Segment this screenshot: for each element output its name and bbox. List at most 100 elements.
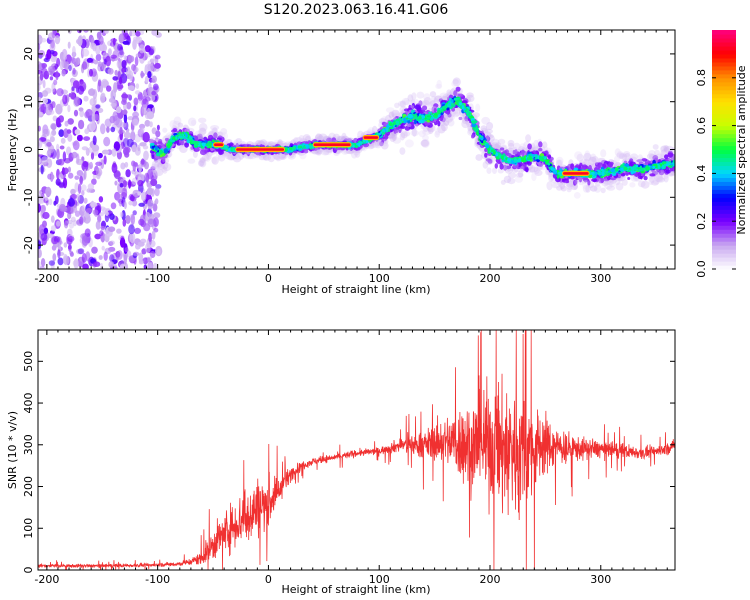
spectral-blob	[404, 100, 412, 106]
noise-blob	[147, 218, 155, 228]
spectral-blob	[272, 153, 282, 160]
noise-blob	[137, 179, 144, 187]
spectral-blob	[538, 148, 543, 152]
spectral-blob	[604, 182, 613, 190]
noise-blob	[76, 193, 81, 202]
noise-blob	[81, 204, 86, 212]
spectral-blob	[590, 185, 598, 192]
noise-blob	[128, 55, 135, 63]
noise-blob	[50, 225, 57, 232]
noise-blob	[62, 94, 68, 105]
noise-blob	[145, 172, 149, 184]
spectral-blob	[255, 140, 261, 146]
noise-blob	[123, 113, 128, 124]
noise-blob	[113, 171, 121, 178]
noise-blob	[130, 129, 135, 141]
noise-blob	[154, 198, 159, 205]
noise-blob	[138, 163, 142, 173]
spectral-blob	[321, 149, 330, 156]
spectral-blob	[211, 156, 219, 165]
spectral-blob	[519, 143, 526, 151]
noise-blob	[68, 243, 72, 252]
noise-blob	[38, 42, 41, 52]
spectral-blob	[475, 103, 481, 112]
noise-blob	[52, 253, 57, 262]
noise-blob	[82, 161, 89, 168]
noise-blob	[126, 138, 134, 148]
spectral-blob	[423, 93, 431, 102]
spectral-blob	[503, 164, 508, 171]
noise-blob	[100, 159, 105, 170]
noise-blob	[75, 158, 83, 166]
noise-blob	[92, 261, 101, 268]
spectral-blob	[531, 172, 537, 182]
spectral-blob	[225, 153, 234, 160]
noise-blob	[132, 189, 140, 198]
spectral-blob	[379, 141, 384, 147]
noise-blob	[121, 187, 128, 198]
noise-blob	[107, 48, 112, 56]
noise-blob	[67, 198, 75, 207]
noise-blob	[51, 30, 56, 39]
spectral-blob	[151, 163, 160, 169]
noise-blob	[138, 218, 145, 226]
noise-blob	[67, 133, 73, 142]
noise-blob	[110, 102, 117, 107]
noise-blob	[104, 30, 109, 34]
noise-blob	[73, 96, 81, 107]
noise-blob	[64, 120, 69, 127]
spectral-blob	[499, 147, 505, 151]
noise-blob	[95, 161, 103, 166]
noise-blob	[73, 58, 79, 68]
spectral-blob	[590, 153, 597, 163]
spectral-blob	[213, 132, 218, 139]
noise-blob	[132, 210, 137, 216]
noise-blob	[38, 203, 41, 213]
noise-blob	[146, 187, 154, 196]
noise-blob	[99, 212, 104, 217]
noise-blob	[94, 233, 102, 240]
spectral-blob	[316, 149, 322, 156]
spectral-blob	[608, 161, 614, 166]
spectral-blob	[154, 167, 161, 177]
spectral-blob	[614, 155, 620, 163]
noise-blob	[91, 144, 100, 152]
spectral-blob	[447, 118, 455, 127]
spectral-blob	[172, 128, 178, 132]
spectral-blob	[388, 111, 395, 118]
spectral-blob	[394, 130, 399, 134]
spectral-blob	[401, 97, 410, 105]
noise-blob	[51, 236, 59, 245]
noise-blob	[91, 246, 98, 254]
noise-blob	[100, 262, 104, 269]
noise-blob	[50, 54, 58, 63]
spectral-blob	[404, 139, 414, 148]
spectral-blob	[420, 139, 429, 147]
noise-blob	[116, 60, 120, 68]
noise-blob	[123, 254, 128, 265]
noise-blob	[72, 67, 76, 75]
noise-blob	[54, 35, 61, 45]
noise-blob	[84, 128, 90, 135]
noise-blob	[73, 219, 77, 227]
noise-blob	[92, 174, 97, 179]
noise-blob	[77, 35, 83, 47]
noise-blob	[132, 251, 140, 257]
noise-blob	[102, 44, 107, 52]
noise-blob	[128, 179, 132, 189]
noise-blob	[109, 41, 116, 47]
spectral-blob	[656, 177, 666, 183]
noise-blob	[44, 196, 49, 202]
spectral-blob	[303, 149, 309, 154]
noise-blob	[95, 104, 101, 109]
noise-blob	[97, 63, 103, 72]
noise-blob	[131, 199, 138, 207]
spectral-blob	[298, 135, 305, 142]
noise-blob	[123, 131, 131, 139]
spectral-blob	[533, 167, 540, 174]
spectral-blob	[400, 130, 408, 139]
noise-blob	[122, 109, 128, 115]
noise-blob	[147, 71, 152, 79]
noise-blob	[77, 85, 85, 95]
spectral-blob	[614, 177, 621, 186]
